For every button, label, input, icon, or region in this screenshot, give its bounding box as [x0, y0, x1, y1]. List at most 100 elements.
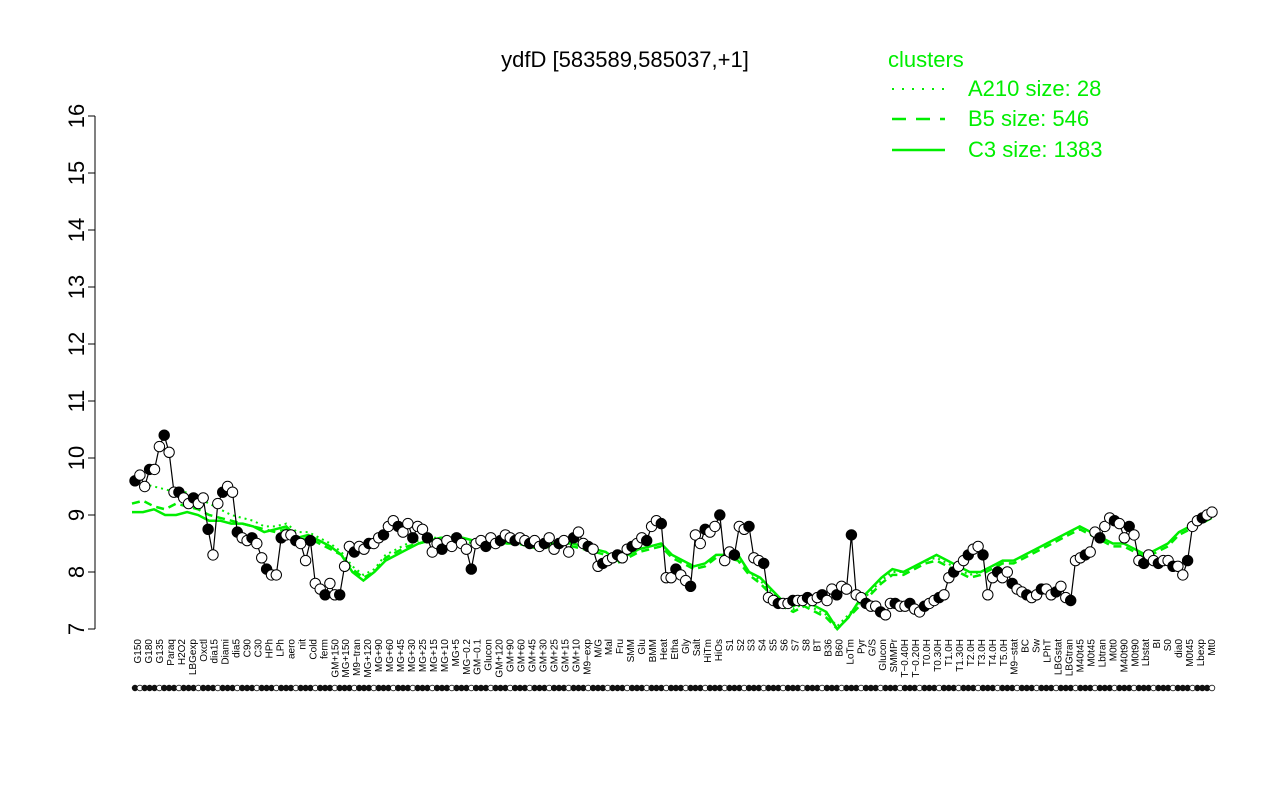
x-tick-label: BT: [813, 639, 824, 652]
data-point: [831, 589, 843, 601]
x-tick-label: Glucon: [878, 639, 889, 671]
data-point: [299, 554, 312, 567]
x-tick-label: Glucon: [484, 639, 495, 671]
data-point: [587, 543, 599, 555]
data-point: [840, 583, 853, 595]
x-tick-label: S3: [747, 639, 758, 652]
data-point: [319, 589, 331, 601]
data-point: [202, 523, 214, 535]
x-tick-label: M9−tran: [352, 639, 363, 676]
x-tick-label: MG+5: [451, 639, 462, 667]
x-tick-label: HiTm: [703, 639, 714, 663]
x-tick-label: G135: [155, 639, 166, 664]
x-tick-label: T4.0H: [988, 639, 999, 666]
y-tick-label: 15: [64, 161, 89, 185]
x-tick-label: GM+60: [517, 639, 528, 673]
data-point: [616, 552, 628, 564]
data-point: [543, 532, 555, 544]
data-point: [304, 534, 317, 547]
legend-title: clusters: [888, 47, 964, 72]
y-tick-label: 10: [64, 446, 89, 470]
data-point: [689, 529, 702, 541]
x-tick-label: HiOs: [714, 639, 725, 661]
x-tick-label: T5.0H: [999, 639, 1010, 666]
data-point: [655, 517, 667, 530]
data-point: [338, 560, 351, 572]
x-tick-label: Gly: [681, 639, 692, 654]
data-point: [728, 549, 741, 561]
x-tick-label: Fru: [615, 639, 626, 654]
data-point: [148, 463, 161, 476]
data-point: [1001, 566, 1013, 578]
x-tick-label: Pyr: [856, 638, 867, 654]
x-tick-label: M40t90: [1119, 639, 1130, 673]
plot-area: [129, 429, 1218, 632]
data-point: [719, 554, 731, 567]
x-tick-label: M40t45: [1076, 639, 1087, 673]
data-point: [563, 546, 575, 558]
x-tick-label: SMMPr: [889, 638, 900, 672]
x-tick-label: Lbstat: [1141, 639, 1152, 666]
x-tick-label: LoTm: [845, 639, 856, 665]
chart-title: ydfD [583589,585037,+1]: [501, 47, 749, 72]
x-tick-label: dia5: [232, 639, 243, 658]
x-tick-label: S7: [791, 639, 802, 652]
data-point: [879, 609, 892, 621]
x-tick-label: dia0: [1174, 639, 1185, 658]
data-point: [397, 526, 409, 538]
x-tick-label: S5: [769, 639, 780, 652]
x-tick-label: T2.0H: [966, 639, 977, 666]
x-tick-label: C30: [254, 639, 265, 658]
x-tick-label: M9−exp: [582, 639, 593, 675]
data-point: [758, 557, 770, 570]
data-point: [1172, 560, 1184, 572]
data-point: [295, 537, 307, 550]
x-tick-label: Mt0: [1207, 639, 1218, 656]
x-tick-label: MG+90: [374, 639, 385, 673]
x-rug-mark: [1208, 684, 1216, 692]
x-tick-label: T0.0H: [922, 639, 933, 666]
data-point: [465, 563, 477, 575]
data-point: [982, 589, 994, 601]
x-tick-label: GM+45: [528, 639, 539, 673]
data-point: [324, 577, 336, 590]
data-point: [402, 517, 414, 530]
data-point: [197, 492, 209, 504]
x-tick-label: BMM: [648, 639, 659, 662]
data-point: [743, 520, 755, 533]
data-point: [163, 446, 175, 458]
x-tick-label: SMM: [626, 639, 637, 662]
y-axis: 7 8 9 10 11 12 13 14 15 16: [64, 104, 96, 635]
x-tick-label: Glu: [637, 639, 648, 655]
x-tick-label: Mal: [604, 639, 615, 655]
x-tick-label: T−0.40H: [900, 639, 911, 678]
x-tick-label: LPhT: [1043, 639, 1054, 663]
data-point: [1113, 517, 1126, 530]
data-point: [821, 594, 833, 607]
x-tick-label: G/S: [867, 639, 878, 657]
data-point: [158, 429, 170, 441]
x-tick-label: dia15: [210, 639, 221, 664]
x-tick-label: Oxctl: [199, 639, 210, 662]
legend-entry: C3 size: 1383: [968, 137, 1103, 162]
y-tick-label: 7: [64, 623, 89, 635]
data-point: [334, 589, 346, 601]
x-tick-label: H2O2: [177, 639, 188, 666]
data-point: [1128, 529, 1140, 541]
data-point: [1118, 532, 1131, 544]
x-tick-label: M0t90: [1130, 639, 1141, 667]
x-tick-label: LBGtran: [1065, 639, 1076, 676]
x-tick-label: M9−stat: [1010, 639, 1021, 675]
x-tick-label: MG+120: [363, 639, 374, 678]
x-tick-label: M0t45: [1086, 639, 1097, 667]
x-tick-label: M/G: [593, 639, 604, 658]
data-point: [226, 486, 239, 498]
y-tick-label: 8: [64, 566, 89, 578]
x-tick-label: B60: [834, 639, 845, 657]
data-point: [256, 552, 268, 564]
data-point: [377, 529, 390, 541]
x-tick-label: T1.0H: [944, 639, 955, 666]
x-tick-label: LPh: [276, 639, 287, 657]
x-tick-label: MG+10: [440, 639, 451, 673]
